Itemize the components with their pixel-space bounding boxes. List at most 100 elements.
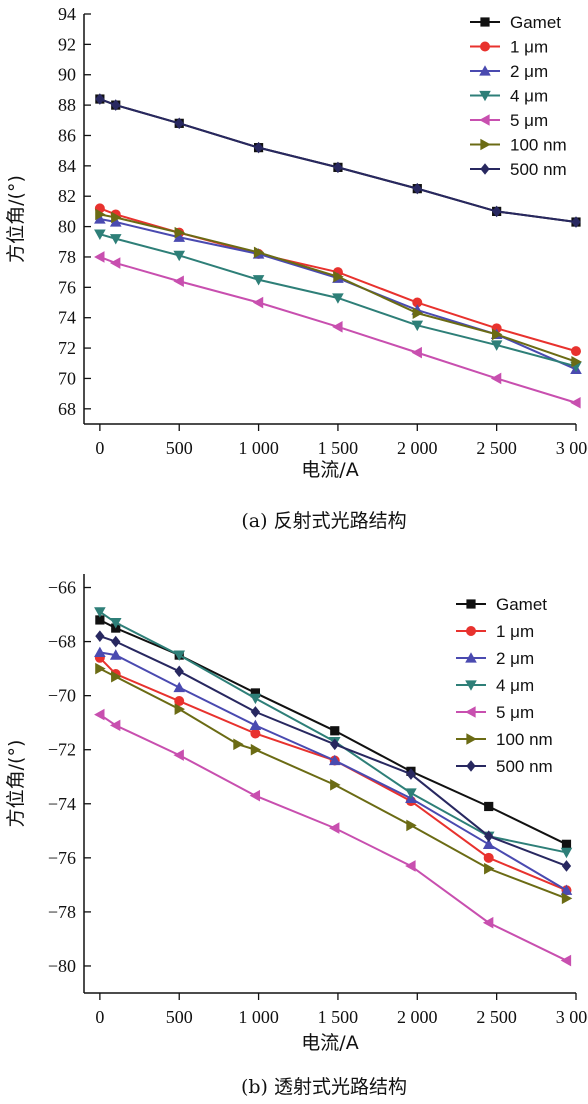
- chart-b-data-point: [249, 693, 262, 705]
- chart-b-ticks: 0 500 1 000 1 500 2 000 2 500 3 000 −66 −68 −70 −7…: [48, 574, 588, 1027]
- chart-b-data-point: [95, 662, 106, 675]
- chart-a-data-point: [333, 270, 344, 283]
- chart-a-data-point: [492, 205, 502, 218]
- chart-b-legend-label: 2 μm: [496, 649, 534, 668]
- chart-a-data-point: [490, 372, 502, 385]
- chart-b-legend-marker: [466, 733, 477, 745]
- chart-a-data-point: [571, 216, 581, 228]
- chart-a-data-point: [111, 99, 121, 111]
- chart-a-legend-marker: [480, 41, 490, 52]
- chart-b-legend-label: 5 μm: [496, 703, 534, 722]
- chart-b-data-point: [250, 743, 262, 756]
- chart-b-data-point: [94, 708, 105, 721]
- chart-b-data-point: [405, 788, 417, 799]
- chart-a-series-0: [95, 94, 581, 227]
- chart-b-data-point: [250, 706, 261, 718]
- chart-b-legend-label: 4 μm: [496, 676, 534, 695]
- chart-a-series: [94, 93, 582, 409]
- chart-b-legend-item: 2 μm: [456, 649, 534, 668]
- chart-b-series-line: [99, 657, 567, 892]
- chart-b-legend-marker: [465, 680, 477, 691]
- chart-b-data-point: [330, 738, 340, 751]
- chart-b-y-tick-label: −76: [48, 848, 76, 868]
- chart-b-data-point: [173, 650, 186, 661]
- chart-a-data-point: [174, 117, 184, 130]
- chart-a-legend-marker: [479, 65, 491, 76]
- chart-a-x-tick-label: 500: [166, 438, 193, 458]
- chart-a-legend-label: 4 μm: [510, 87, 548, 106]
- chart-a-data-point: [95, 93, 105, 105]
- chart-a-data-point: [109, 257, 121, 269]
- chart-b-x-tick-label: 0: [95, 1007, 104, 1027]
- chart-b-data-point: [95, 615, 105, 625]
- chart-a-data-point: [412, 307, 424, 319]
- chart-b-series-4: [94, 708, 572, 967]
- chart-a-y-tick-label: 94: [58, 4, 76, 24]
- chart-a-y-tick-label: 88: [58, 95, 76, 115]
- chart-b-data-point: [560, 847, 573, 859]
- chart-a-data-point: [333, 161, 343, 174]
- chart-a-legend-label: 500 nm: [510, 160, 567, 179]
- chart-b-data-point: [109, 618, 122, 629]
- chart-a-caption: (a) 反射式光路结构: [241, 510, 406, 532]
- chart-b-data-point: [483, 852, 494, 863]
- chart-a-x-tick-label: 2 500: [476, 438, 517, 458]
- chart-b-y-tick-label: −74: [48, 794, 76, 814]
- chart-b-legend-marker: [465, 706, 476, 718]
- chart-b-y-tick-label: −78: [48, 902, 76, 922]
- chart-b-data-point: [173, 749, 184, 761]
- chart-b-series-5: [95, 662, 573, 905]
- chart-a-legend-label: 5 μm: [510, 111, 548, 130]
- chart-b-legend-label: 100 nm: [496, 730, 553, 749]
- chart-b-data-point: [173, 681, 186, 693]
- chart-a-y-tick-label: 72: [58, 338, 76, 358]
- chart-b-data-point: [482, 838, 495, 849]
- chart-a-x-tick-label: 0: [95, 438, 104, 458]
- chart-a-data-point: [571, 346, 581, 357]
- chart-b-data-point: [561, 892, 573, 905]
- chart-b-legend: Gamet 1 μm 2 μm 4 μm 5 μm 100 nm 500 nm: [456, 595, 553, 776]
- chart-a-data-point: [411, 346, 422, 359]
- chart-a-legend-item: 1 μm: [470, 38, 548, 57]
- chart-a-legend-marker: [480, 17, 490, 27]
- chart-a-data-point: [412, 182, 422, 195]
- chart-a-data-point: [492, 328, 503, 341]
- chart-a-data-point: [332, 321, 343, 333]
- chart-b-legend-item: 500 nm: [456, 757, 553, 776]
- chart-a-data-point: [94, 213, 106, 224]
- chart-b-y-axis-title: 方位角/(°): [5, 740, 27, 828]
- chart-b-series-2: [94, 646, 573, 895]
- chart-b-transmissive: 0 500 1 000 1 500 2 000 2 500 3 000 −66 −68 −70 −7…: [5, 574, 588, 1098]
- chart-a-x-tick-label: 2 000: [397, 438, 438, 458]
- chart-a-series-6: [95, 93, 581, 228]
- chart-a-series-line: [99, 207, 577, 353]
- chart-a-legend-item: Gamet: [470, 13, 561, 32]
- chart-a-legend-item: 500 nm: [470, 160, 567, 179]
- chart-a-x-axis-title: 电流/A: [301, 459, 358, 481]
- chart-b-x-tick-label: 2 000: [397, 1007, 438, 1027]
- chart-b-legend-label: Gamet: [496, 595, 547, 614]
- chart-b-data-point: [174, 665, 184, 678]
- chart-b-y-tick-label: −66: [48, 578, 76, 598]
- chart-b-series: [94, 607, 573, 967]
- chart-a-y-tick-label: 76: [58, 277, 76, 297]
- chart-a-data-point: [411, 320, 424, 332]
- chart-a-data-point: [173, 275, 184, 288]
- chart-a-data-point: [94, 229, 106, 240]
- chart-b-data-point: [560, 954, 572, 967]
- chart-a-legend-label: 2 μm: [510, 62, 548, 81]
- chart-a-series-line: [99, 98, 577, 224]
- chart-a-data-point: [570, 396, 581, 409]
- chart-a-y-tick-label: 80: [58, 217, 76, 237]
- chart-a-data-point: [95, 208, 106, 221]
- chart-b-series-line: [99, 619, 567, 846]
- chart-a-legend-marker: [479, 90, 491, 102]
- chart-a-legend-item: 2 μm: [470, 62, 548, 81]
- chart-b-data-point: [406, 819, 417, 832]
- chart-b-series-6: [95, 630, 572, 872]
- chart-a-x-tick-label: 1 000: [238, 438, 279, 458]
- chart-b-data-point: [109, 649, 122, 660]
- chart-b-data-point: [482, 916, 494, 929]
- chart-b-data-point: [249, 789, 261, 802]
